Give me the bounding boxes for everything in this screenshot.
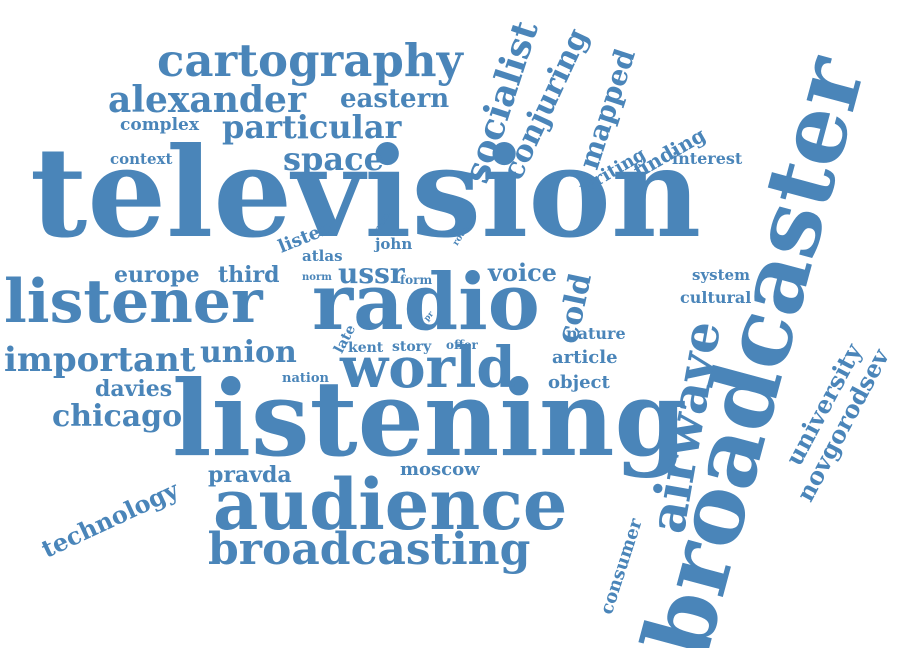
word-alexander: alexander xyxy=(108,79,306,121)
word-davies: davies xyxy=(95,376,173,402)
word-space: space xyxy=(283,140,384,178)
word-television: television xyxy=(30,121,702,266)
word-nature: nature xyxy=(566,324,626,343)
word-cultural: cultural xyxy=(680,288,752,307)
word-offer: offer xyxy=(446,338,478,352)
word-john: john xyxy=(375,235,413,253)
word-chicago: chicago xyxy=(52,399,183,434)
word-listener: listener xyxy=(4,267,263,337)
word-context: context xyxy=(110,150,173,168)
word-system: system xyxy=(692,266,750,284)
word-important: important xyxy=(4,340,196,380)
word-kent: kent xyxy=(348,340,384,356)
word-complex: complex xyxy=(120,115,199,135)
word-pravda: pravda xyxy=(208,462,292,488)
word-union: union xyxy=(200,335,297,370)
word-third: third xyxy=(218,262,280,288)
word-norm: norm xyxy=(302,272,332,283)
word-listening: listening xyxy=(172,357,688,480)
word-story: story xyxy=(392,339,432,355)
word-audience: audience xyxy=(213,463,568,546)
word-europe: europe xyxy=(114,262,200,288)
word-broadcasting: broadcasting xyxy=(208,524,531,575)
word-radio: radio xyxy=(312,257,540,348)
word-interest: interest xyxy=(672,149,743,168)
word-world: world xyxy=(340,335,516,401)
word-nation: nation xyxy=(282,371,329,386)
word-moscow: moscow xyxy=(400,459,480,480)
word-ussr: ussr xyxy=(338,257,405,290)
word-technology: technology xyxy=(36,474,183,564)
word-eastern: eastern xyxy=(340,84,450,114)
word-form: form xyxy=(400,273,433,287)
word-particular: particular xyxy=(222,108,402,146)
word-cartography: cartography xyxy=(157,34,463,87)
word-object: object xyxy=(548,372,610,393)
word-article: article xyxy=(552,347,618,368)
word-atlas: atlas xyxy=(302,247,343,265)
word-voice: voice xyxy=(488,258,557,287)
